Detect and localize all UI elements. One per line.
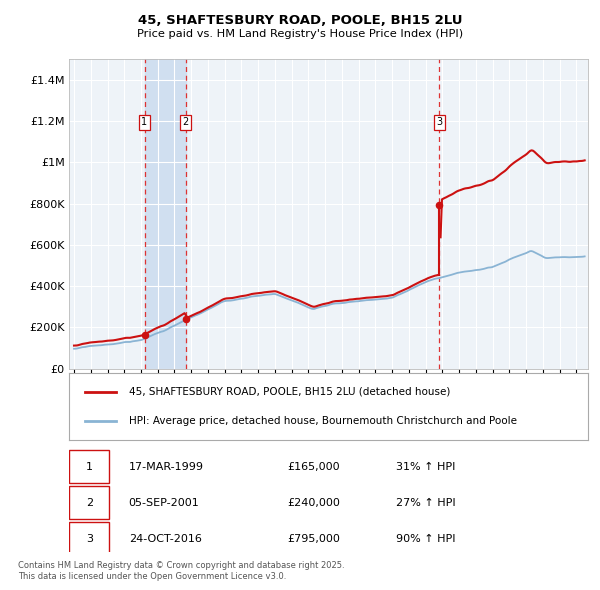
Text: 2: 2 (183, 117, 189, 127)
Text: 24-OCT-2016: 24-OCT-2016 (128, 533, 202, 543)
FancyBboxPatch shape (69, 522, 109, 555)
Text: Contains HM Land Registry data © Crown copyright and database right 2025.
This d: Contains HM Land Registry data © Crown c… (18, 562, 344, 581)
Text: 17-MAR-1999: 17-MAR-1999 (128, 461, 203, 471)
Text: £240,000: £240,000 (287, 497, 340, 507)
Text: 90% ↑ HPI: 90% ↑ HPI (396, 533, 455, 543)
Text: 27% ↑ HPI: 27% ↑ HPI (396, 497, 455, 507)
Text: HPI: Average price, detached house, Bournemouth Christchurch and Poole: HPI: Average price, detached house, Bour… (128, 416, 517, 426)
Text: 3: 3 (86, 533, 93, 543)
FancyBboxPatch shape (69, 450, 109, 483)
Text: 31% ↑ HPI: 31% ↑ HPI (396, 461, 455, 471)
Text: 1: 1 (142, 117, 148, 127)
FancyBboxPatch shape (69, 486, 109, 519)
Text: 2: 2 (86, 497, 93, 507)
Text: £795,000: £795,000 (287, 533, 340, 543)
Text: 45, SHAFTESBURY ROAD, POOLE, BH15 2LU: 45, SHAFTESBURY ROAD, POOLE, BH15 2LU (138, 14, 462, 27)
Point (434, 200, 444, 209)
Text: 05-SEP-2001: 05-SEP-2001 (128, 497, 199, 507)
Point (181, 314, 191, 324)
Text: 1: 1 (86, 461, 93, 471)
Text: £165,000: £165,000 (287, 461, 340, 471)
Bar (145, 59, 186, 369)
Point (140, 330, 149, 339)
Text: 3: 3 (436, 117, 442, 127)
Text: Price paid vs. HM Land Registry's House Price Index (HPI): Price paid vs. HM Land Registry's House … (137, 30, 463, 39)
Text: 45, SHAFTESBURY ROAD, POOLE, BH15 2LU (detached house): 45, SHAFTESBURY ROAD, POOLE, BH15 2LU (d… (128, 387, 450, 397)
